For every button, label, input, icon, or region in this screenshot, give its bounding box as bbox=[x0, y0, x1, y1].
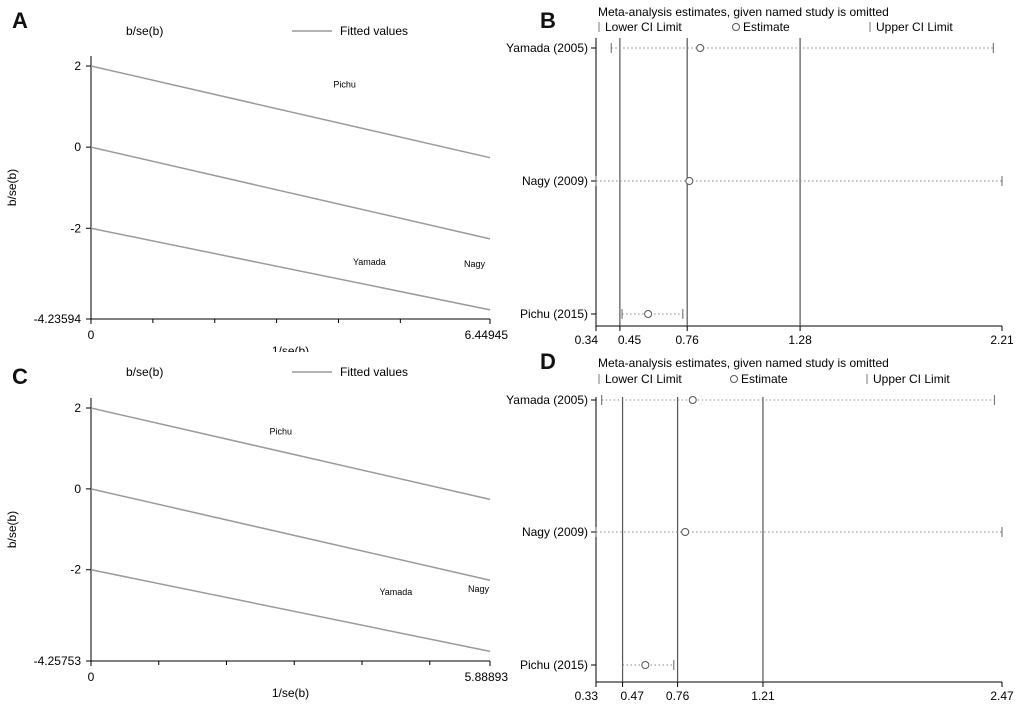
y-tick-label: 0 bbox=[74, 482, 81, 496]
sensitivity-plot-d: Meta-analysis estimates, given named stu… bbox=[506, 356, 1014, 703]
y-tick-label: -4.25753 bbox=[34, 654, 82, 668]
x-tick-label: 2.21 bbox=[990, 333, 1014, 347]
fitted-line bbox=[90, 407, 491, 501]
x-tick-label: 0.45 bbox=[618, 333, 642, 347]
legend-upper-ci: Upper CI Limit bbox=[876, 20, 953, 34]
study-point-label: Yamada bbox=[353, 257, 386, 267]
x-tick-label: 0.34 bbox=[575, 333, 599, 347]
estimate-marker bbox=[688, 396, 697, 404]
legend-estimate: Estimate bbox=[741, 372, 788, 386]
panel-label-b: B bbox=[540, 8, 556, 33]
x-tick-label: 2.47 bbox=[990, 689, 1014, 703]
y-tick-label: 2 bbox=[74, 401, 81, 415]
legend-lower-ci: Lower CI Limit bbox=[605, 372, 682, 386]
panel-label-a: A bbox=[12, 8, 28, 33]
x-tick-label: 0 bbox=[88, 328, 95, 342]
legend-column-label: b/se(b) bbox=[126, 24, 163, 38]
estimate-marker bbox=[696, 44, 705, 52]
legend-upper-ci: Upper CI Limit bbox=[873, 372, 950, 386]
y-axis-title: b/se(b) bbox=[5, 511, 19, 548]
panel-label-c: C bbox=[12, 364, 28, 389]
study-point-label: Yamada bbox=[379, 587, 412, 597]
study-label: Yamada (2005) bbox=[506, 393, 588, 407]
study-point-label: Nagy bbox=[464, 259, 486, 269]
x-tick-label: 0.33 bbox=[575, 689, 599, 703]
estimate-marker bbox=[681, 528, 690, 536]
x-tick-label: 5.88893 bbox=[465, 670, 509, 684]
fitted-line bbox=[90, 488, 491, 581]
x-tick-label: 1.21 bbox=[751, 689, 775, 703]
chart-title: Meta-analysis estimates, given named stu… bbox=[598, 356, 889, 370]
x-tick-label: 6.44945 bbox=[465, 328, 509, 342]
panel-label-d: D bbox=[540, 349, 556, 374]
x-tick-label: 0.47 bbox=[621, 689, 645, 703]
estimate-marker bbox=[685, 177, 694, 185]
sensitivity-plot-b: Meta-analysis estimates, given named stu… bbox=[506, 5, 1014, 347]
galbraith-plot-a: b/se(b) Fitted values 2 0 -2 -4.23594 0 6.44945… bbox=[5, 24, 509, 352]
fitted-line bbox=[90, 65, 491, 159]
estimate-marker bbox=[644, 310, 653, 318]
legend-estimate-swatch bbox=[730, 375, 738, 383]
fitted-line bbox=[90, 146, 491, 240]
study-point-label: Nagy bbox=[468, 584, 490, 594]
fitted-line bbox=[90, 568, 491, 653]
y-axis-title: b/se(b) bbox=[5, 169, 19, 206]
x-axis-title: 1/se(b) bbox=[272, 686, 309, 700]
study-point-label: Pichu bbox=[269, 426, 292, 436]
study-point-label: Pichu bbox=[333, 80, 356, 90]
estimate-marker bbox=[641, 661, 650, 669]
legend-estimate: Estimate bbox=[743, 20, 790, 34]
galbraith-plot-c: b/se(b) Fitted values 2 0 -2 -4.25753 0 5.88893… bbox=[5, 365, 509, 700]
fitted-line bbox=[90, 227, 491, 311]
study-label: Yamada (2005) bbox=[506, 41, 588, 55]
y-tick-label: -2 bbox=[70, 563, 81, 577]
study-label: Pichu (2015) bbox=[520, 658, 588, 672]
y-tick-label: -2 bbox=[70, 221, 81, 235]
study-label: Nagy (2009) bbox=[522, 174, 588, 188]
x-tick-label: 0 bbox=[88, 670, 95, 684]
y-tick-label: -4.23594 bbox=[34, 312, 82, 326]
study-label: Pichu (2015) bbox=[520, 307, 588, 321]
x-tick-label: 0.76 bbox=[676, 333, 700, 347]
legend-estimate-swatch bbox=[732, 23, 740, 31]
x-tick-label: 0.76 bbox=[666, 689, 690, 703]
legend-column-label: b/se(b) bbox=[126, 365, 163, 379]
x-tick-label: 1.28 bbox=[788, 333, 812, 347]
study-label: Nagy (2009) bbox=[522, 525, 588, 539]
legend-fitted-values: Fitted values bbox=[340, 365, 408, 379]
legend-lower-ci: Lower CI Limit bbox=[605, 20, 682, 34]
chart-title: Meta-analysis estimates, given named stu… bbox=[598, 5, 889, 19]
y-tick-label: 2 bbox=[74, 59, 81, 73]
x-axis-title: 1/se(b) bbox=[272, 344, 309, 352]
legend-fitted-values: Fitted values bbox=[340, 24, 408, 38]
y-tick-label: 0 bbox=[74, 140, 81, 154]
